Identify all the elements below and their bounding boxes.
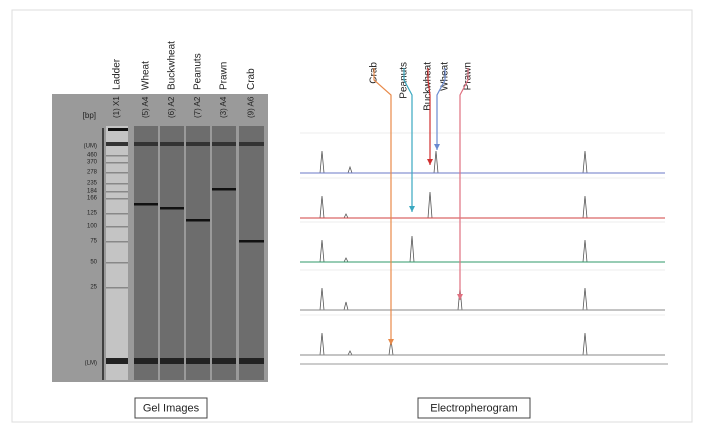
size-label: 370 bbox=[87, 160, 98, 166]
band bbox=[186, 219, 210, 222]
size-label: 184 bbox=[87, 189, 98, 195]
band bbox=[134, 203, 158, 206]
ladder-band bbox=[106, 183, 128, 185]
size-label: 75 bbox=[90, 239, 97, 245]
ladder-band bbox=[106, 162, 128, 164]
lane-id: (9) A6 bbox=[247, 96, 256, 118]
size-label: 25 bbox=[90, 285, 97, 291]
ep-caption: Electropherogram bbox=[430, 402, 517, 414]
marker-band bbox=[239, 142, 264, 146]
marker-band bbox=[239, 358, 264, 364]
band bbox=[160, 207, 184, 210]
marker-band bbox=[134, 142, 158, 146]
lane-id: (6) A2 bbox=[167, 96, 176, 118]
lane bbox=[106, 126, 128, 380]
marker-band bbox=[160, 358, 184, 364]
marker-band bbox=[160, 142, 184, 146]
ladder-band bbox=[106, 226, 128, 228]
ladder-band bbox=[106, 191, 128, 193]
lane-label: Prawn bbox=[219, 62, 230, 90]
size-label: 460 bbox=[87, 153, 98, 159]
lane-label: Crab bbox=[246, 68, 257, 90]
lane bbox=[160, 126, 184, 380]
ladder-band bbox=[106, 172, 128, 174]
unit-label: [bp] bbox=[83, 111, 96, 120]
figure: (1) X1 Ladder (5) A4 Wheat (6) A2 Buckwheat (7… bbox=[0, 0, 705, 431]
band bbox=[212, 188, 236, 191]
marker-band bbox=[186, 358, 210, 364]
marker-band bbox=[212, 142, 236, 146]
ladder-band bbox=[106, 155, 128, 157]
ladder-top bbox=[108, 128, 128, 131]
size-label: (UM) bbox=[84, 144, 97, 150]
band bbox=[239, 240, 264, 243]
lane bbox=[212, 126, 236, 380]
ladder-band bbox=[106, 262, 128, 264]
lane-label: Buckwheat bbox=[167, 41, 178, 90]
lane-id: (7) A2 bbox=[193, 96, 202, 118]
gel-caption: Gel Images bbox=[143, 402, 200, 414]
lane bbox=[134, 126, 158, 380]
size-label: (LM) bbox=[85, 361, 97, 367]
marker-band bbox=[186, 142, 210, 146]
marker-band bbox=[106, 142, 128, 146]
size-label: 235 bbox=[87, 181, 98, 187]
size-label: 278 bbox=[87, 170, 98, 176]
ladder-band bbox=[106, 198, 128, 200]
lane-id: (5) A4 bbox=[141, 96, 150, 118]
lane-label: Ladder bbox=[112, 58, 123, 90]
lane bbox=[239, 126, 264, 380]
ladder-band bbox=[106, 241, 128, 243]
lane bbox=[186, 126, 210, 380]
lane-label: Wheat bbox=[141, 61, 152, 90]
marker-band bbox=[106, 358, 128, 364]
ladder-band bbox=[106, 287, 128, 289]
ladder-band bbox=[106, 213, 128, 215]
size-label: 50 bbox=[90, 260, 97, 266]
marker-band bbox=[134, 358, 158, 364]
size-label: 166 bbox=[87, 196, 98, 202]
marker-band bbox=[212, 358, 236, 364]
lane-id: (1) X1 bbox=[112, 96, 121, 118]
size-label: 100 bbox=[87, 224, 98, 230]
lane-label: Peanuts bbox=[193, 53, 204, 90]
size-label: 125 bbox=[87, 211, 98, 217]
lane-id: (3) A4 bbox=[219, 96, 228, 118]
